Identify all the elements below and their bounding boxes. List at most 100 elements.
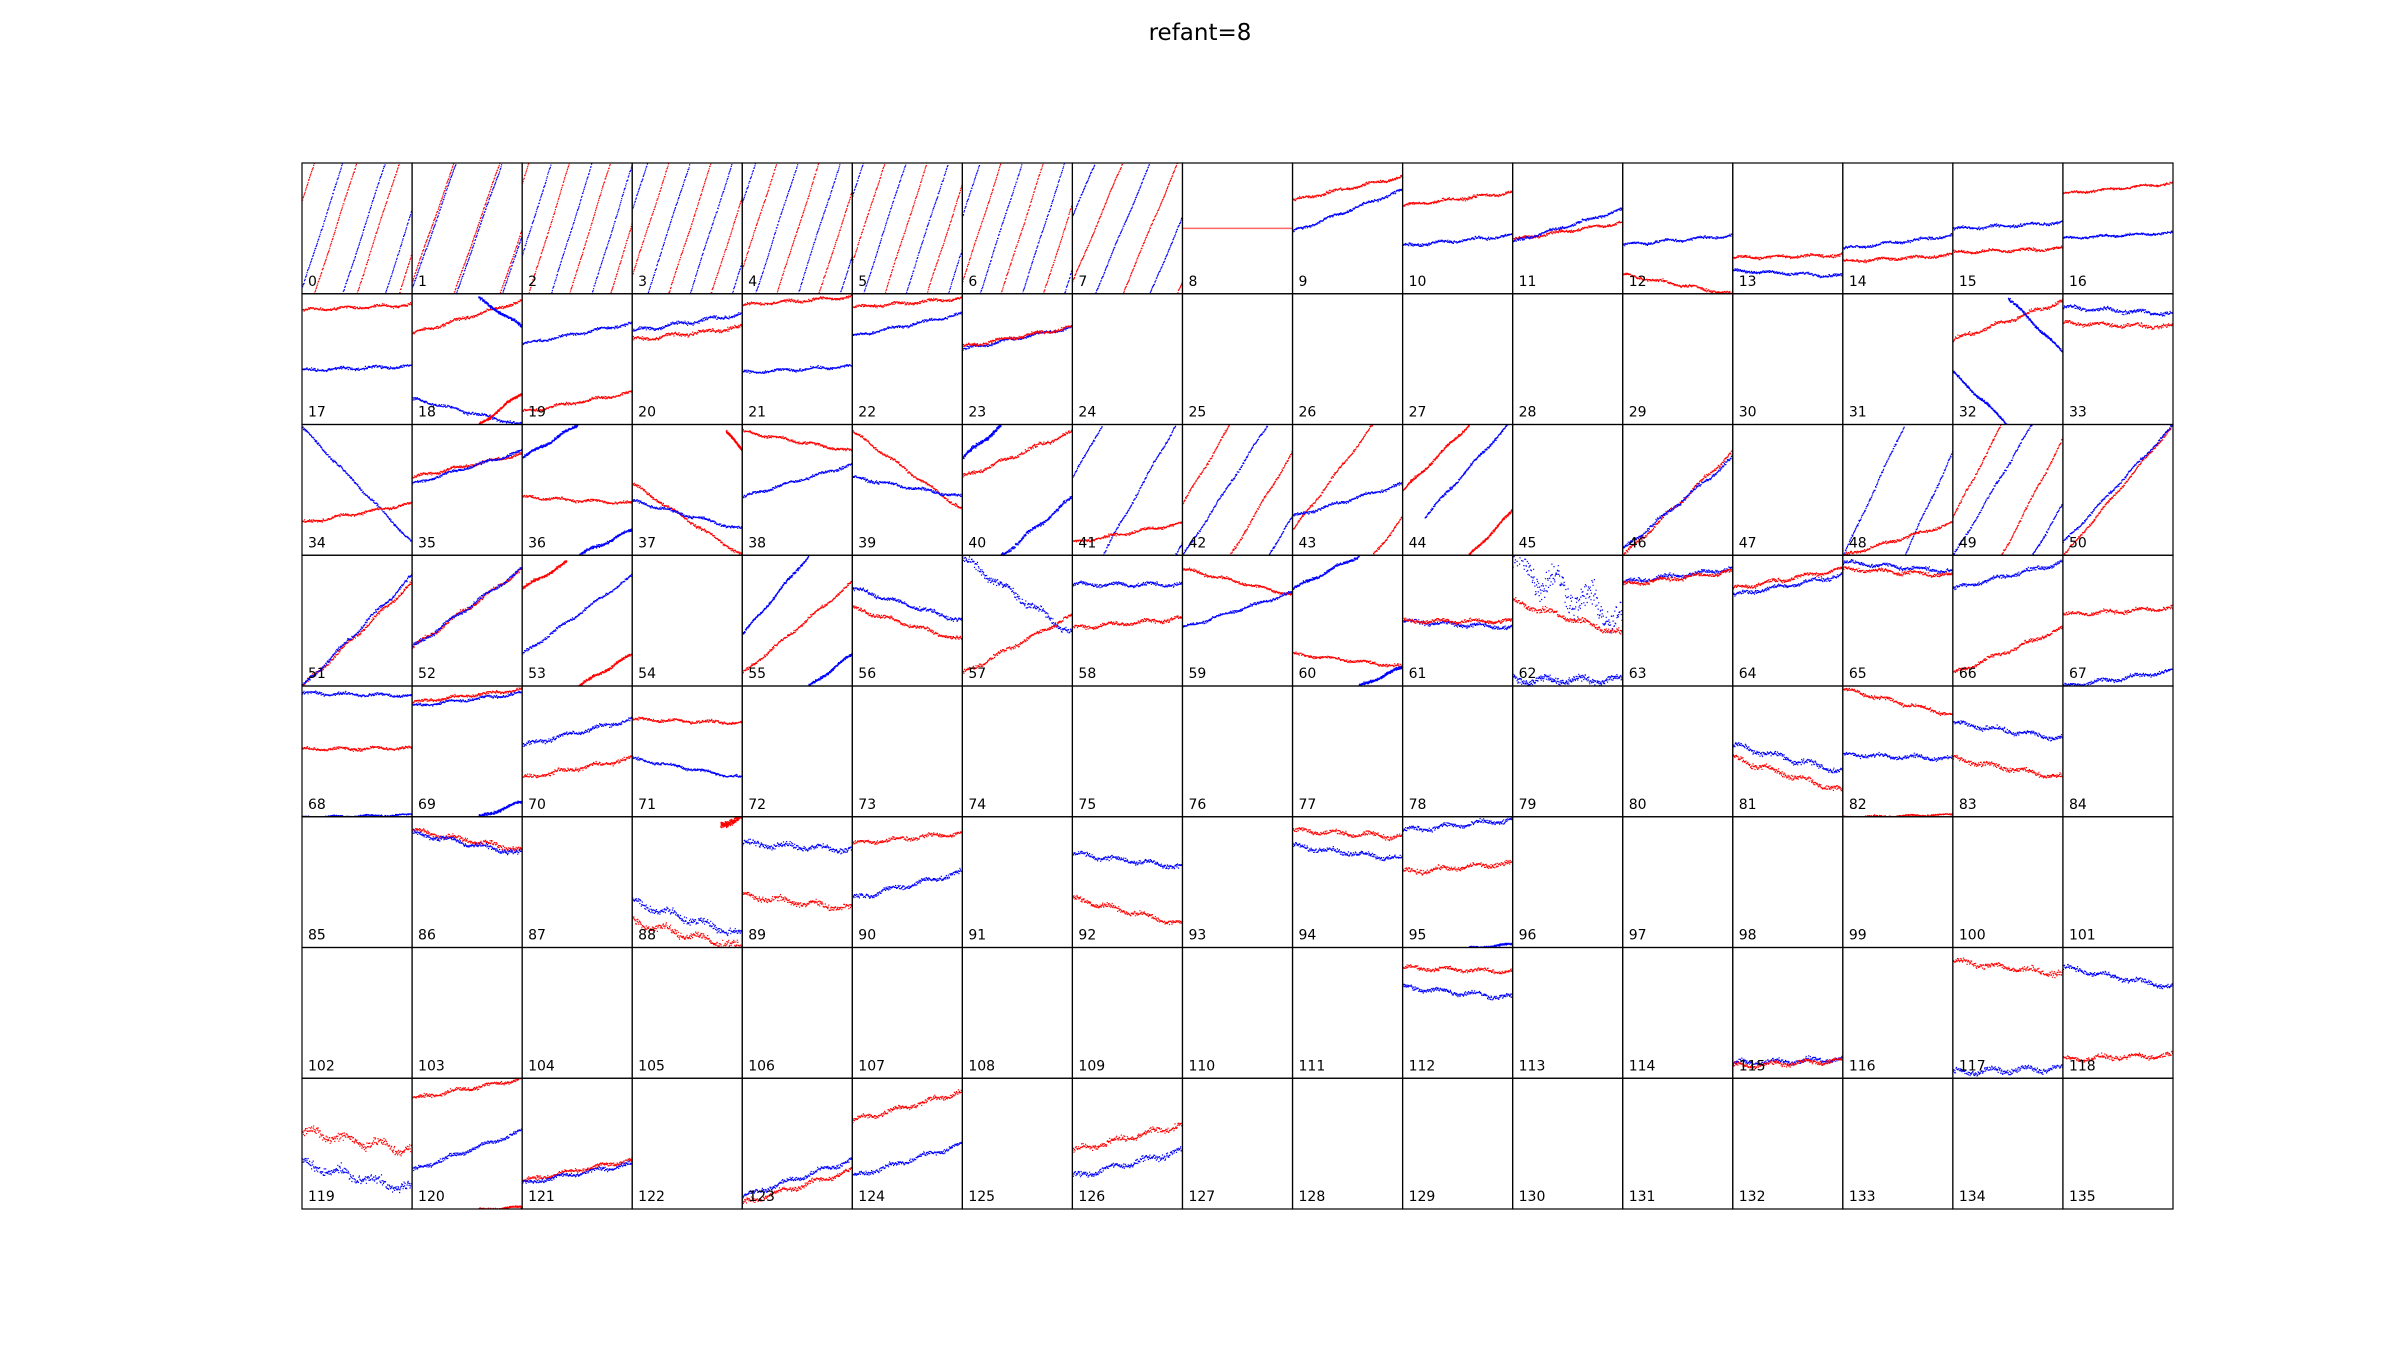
panel-label: 129 [1409,1189,1436,1205]
panel-117: 117 [1952,946,2064,1079]
panel-label: 42 [1188,535,1206,551]
panel-54: 54 [631,554,743,687]
panel-117-series-0 [1952,957,2063,979]
panel-70-series-0 [522,716,633,747]
panel-82: 82 [1842,685,1954,818]
panel-43-series-1 [1292,481,1403,517]
panel-84: 84 [2062,685,2174,818]
panel-36-series-2 [577,528,633,556]
panel-38: 38 [741,423,853,556]
panel-label: 18 [418,405,436,421]
panel-1-frame [411,162,523,295]
panel-47: 47 [1732,423,1844,556]
panel-label: 75 [1078,797,1096,813]
panel-121-plot [522,1157,633,1184]
panel-12-series-1 [1622,272,1733,294]
panel-label: 130 [1519,1189,1546,1205]
panel-90-series-1 [852,867,963,899]
panel-label: 103 [418,1058,445,1074]
panel-126-series-0 [1072,1120,1183,1153]
panel-71: 71 [631,685,743,818]
panel-label: 33 [2069,405,2087,421]
panel-22-series-1 [852,311,963,336]
panel-19: 19 [521,293,633,426]
panel-95-series-1 [1402,859,1513,876]
panel-33: 33 [2062,293,2174,426]
panel-51-series-0 [302,579,413,686]
panel-18-series-0 [412,298,523,335]
panel-label: 49 [1959,535,1977,551]
panel-11: 11 [1512,162,1624,295]
panel-36: 36 [521,423,633,556]
panel-97: 97 [1622,816,1734,949]
panel-label: 88 [638,928,656,944]
panel-121-series-0 [522,1157,633,1183]
panel-64: 64 [1732,554,1844,687]
panel-label: 76 [1188,797,1206,813]
panel-50-plot [2062,424,2173,556]
panel-21-plot [742,293,853,374]
panel-38-series-1 [742,428,853,452]
panel-label: 43 [1299,535,1317,551]
panel-65-plot [1842,559,1953,578]
panel-label: 2 [528,274,537,290]
panel-16: 16 [2062,162,2174,295]
panel-label: 52 [418,666,436,682]
panel-117-series-1 [1952,1064,2063,1077]
panel-51: 51 [301,554,413,687]
panel-label: 118 [2069,1058,2096,1074]
panel-29: 29 [1622,293,1734,426]
panel-63-plot [1622,565,1733,586]
panel-34-series-0 [302,426,413,543]
panel-label: 12 [1629,274,1647,290]
panel-label: 92 [1078,928,1096,944]
panel-label: 133 [1849,1189,1876,1205]
panel-124: 124 [851,1077,963,1210]
panel-10-series-1 [1402,233,1513,247]
panel-86-plot [412,828,523,856]
panel-131: 131 [1622,1077,1734,1210]
panel-96: 96 [1512,816,1624,949]
panel-90: 90 [851,816,963,949]
panel-55-series-2 [808,653,853,686]
panel-label: 124 [858,1189,885,1205]
panel-20-plot [632,311,743,341]
panel-52-plot [412,565,523,649]
panel-57-series-1 [962,612,1073,674]
panel-18-series-1 [412,397,523,425]
panel-label: 54 [638,666,656,682]
panel-label: 56 [858,666,876,682]
panel-76: 76 [1181,685,1294,818]
panel-7-frame [1071,162,1184,295]
panel-12-series-0 [1622,233,1733,247]
panel-45: 45 [1512,423,1624,556]
panel-81-plot [1732,742,1843,792]
panel-58-series-1 [1072,615,1183,630]
panel-23-plot [962,324,1073,351]
panel-label: 63 [1629,666,1647,682]
panel-43-plot [1292,424,1403,555]
panel-1-series-0 [412,163,523,294]
panel-120-series-2 [478,1205,523,1209]
panel-37-series-2 [725,429,743,454]
panel-82-series-0 [1842,687,1953,716]
panel-53: 53 [521,554,633,687]
panel-94-plot [1292,827,1403,862]
panel-label: 59 [1188,666,1206,682]
panel-135-frame [2062,1077,2174,1210]
panel-4-series-0 [742,163,853,294]
panel-19-plot [522,321,633,412]
panel-83-series-1 [1952,754,2063,779]
panel-46: 46 [1622,423,1734,556]
panel-48: 48 [1842,423,1954,556]
panel-48-plot [1842,426,1953,556]
panel-95-series-0 [1402,816,1513,833]
panel-label: 79 [1519,797,1537,813]
panel-5-frame [851,162,963,295]
panel-104: 104 [521,946,633,1079]
panel-107: 107 [851,946,963,1079]
panel-67-series-1 [2062,668,2173,686]
panel-label: 50 [2069,535,2087,551]
panel-5-series-1 [852,163,963,294]
